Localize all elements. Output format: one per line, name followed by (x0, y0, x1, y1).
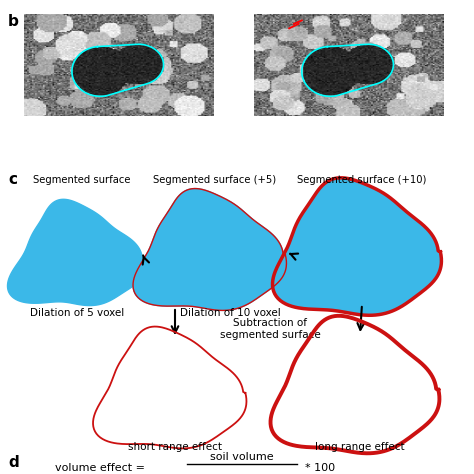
Text: short range effect: short range effect (128, 442, 222, 452)
Text: soil volume: soil volume (210, 452, 274, 462)
Text: long range effect: long range effect (315, 442, 405, 452)
Polygon shape (273, 178, 441, 315)
Text: Segmented surface (+10): Segmented surface (+10) (297, 175, 427, 185)
Text: Subtraction of: Subtraction of (233, 318, 307, 328)
Text: volume effect =: volume effect = (55, 463, 145, 473)
Polygon shape (8, 199, 146, 306)
Text: Segmented surface: Segmented surface (33, 175, 131, 185)
Text: b: b (8, 14, 19, 29)
Text: d: d (8, 455, 19, 470)
Text: Dilation of 10 voxel: Dilation of 10 voxel (180, 308, 281, 318)
Text: Dilation of 5 voxel: Dilation of 5 voxel (30, 308, 124, 318)
Text: c: c (8, 172, 17, 187)
Text: * 100: * 100 (305, 463, 335, 473)
Text: Segmented surface (+5): Segmented surface (+5) (154, 175, 276, 185)
Polygon shape (133, 189, 286, 310)
Text: segmented surface: segmented surface (219, 330, 320, 340)
